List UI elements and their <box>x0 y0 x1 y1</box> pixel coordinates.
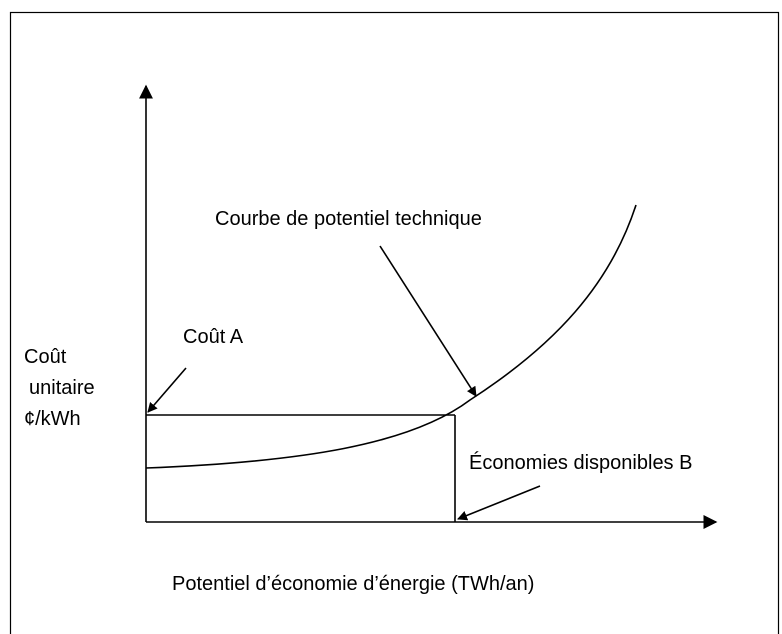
curve-pointer <box>379 245 477 397</box>
cost-curve <box>145 204 637 469</box>
savings-pointer <box>457 485 541 521</box>
y-axis-label: Coût <box>24 346 67 368</box>
cost-pointer <box>147 367 187 413</box>
y-axis-label: ¢/kWh <box>24 408 81 430</box>
curve-label: Courbe de potentiel technique <box>215 208 482 230</box>
x-axis-label: Potentiel d’économie d’énergie (TWh/an) <box>172 573 534 595</box>
cost-label: Coût A <box>183 326 244 348</box>
frame <box>9 11 780 634</box>
y-axis-label: unitaire <box>29 377 95 399</box>
savings-label: Économies disponibles B <box>469 451 692 474</box>
